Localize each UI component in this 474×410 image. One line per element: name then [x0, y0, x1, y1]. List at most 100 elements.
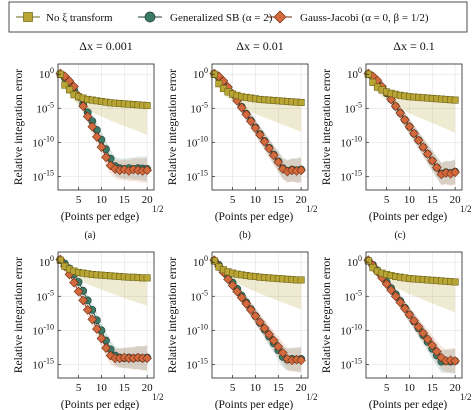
- series-band: [60, 256, 148, 371]
- data-point: [259, 323, 270, 334]
- x-tick-label: 20: [296, 382, 308, 394]
- data-point: [78, 295, 88, 306]
- data-point: [395, 297, 406, 308]
- x-tick-label: 5: [384, 194, 390, 206]
- series-band: [368, 258, 456, 313]
- data-point: [400, 115, 410, 125]
- y-tick-label: 10-10: [186, 322, 208, 337]
- x-tick-label: 10: [96, 194, 108, 206]
- data-point: [436, 352, 447, 363]
- x-axis-label-exponent: 1/2: [460, 204, 472, 214]
- y-tick-label: 10-5: [36, 100, 54, 115]
- x-tick-label: 15: [119, 194, 131, 206]
- legend-label-generalized-sb: Generalized SB (α = 2): [170, 12, 273, 24]
- data-point: [250, 123, 261, 133]
- x-tick-label: 10: [250, 382, 262, 394]
- panel-title: Δx = 0.1: [393, 39, 434, 53]
- y-tick-label: 10-10: [32, 322, 54, 337]
- legend-label-gauss-jacobi: Gauss-Jacobi (α = 0, β = 1/2): [300, 12, 429, 24]
- y-tick-label: 100: [347, 66, 362, 81]
- legend-box: [8, 1, 468, 33]
- series-band: [214, 258, 302, 310]
- data-point: [69, 81, 79, 92]
- y-tick-label: 100: [193, 66, 208, 81]
- data-point: [268, 335, 279, 346]
- axes-frame: [57, 63, 155, 191]
- x-tick-label: 15: [427, 382, 439, 394]
- data-point: [143, 274, 151, 282]
- panel-0: 100 10-5 10-10 10-15 5 10 15 20(Points per edge…: [13, 39, 164, 223]
- y-tick-label: 10-10: [32, 134, 54, 149]
- data-point: [432, 162, 442, 173]
- data-point: [96, 333, 107, 344]
- y-tick-label: 100: [193, 254, 208, 269]
- x-axis-label: (Points per edge): [215, 211, 294, 223]
- data-point: [241, 109, 252, 120]
- data-point: [255, 130, 265, 140]
- x-tick-label: 15: [427, 194, 439, 206]
- data-point: [395, 108, 406, 118]
- x-axis-label: (Points per edge): [369, 211, 448, 223]
- data-point: [246, 305, 256, 315]
- data-point: [82, 305, 93, 315]
- data-point: [404, 121, 415, 132]
- y-axis-label: Relative integration error: [321, 69, 333, 185]
- x-tick-label: 20: [142, 194, 154, 206]
- data-point: [223, 274, 233, 285]
- legend: No ξ transform Generalized SB (α = 2) Ga…: [8, 1, 468, 33]
- data-point: [273, 341, 284, 352]
- panel-3: 100 10-5 10-10 10-15 5 10 15 20(Points per edge…: [13, 251, 164, 410]
- data-point: [246, 116, 256, 127]
- legend-marker-square: [23, 12, 33, 22]
- data-point: [273, 157, 284, 167]
- data-point: [451, 96, 459, 104]
- y-tick-label: 10-5: [190, 288, 208, 303]
- y-tick-label: 10-15: [32, 168, 54, 183]
- data-point: [78, 101, 88, 112]
- panel-caption-a: (a): [84, 230, 95, 241]
- data-point: [369, 78, 377, 86]
- data-point: [450, 167, 460, 178]
- series-band: [60, 258, 148, 306]
- x-tick-label: 20: [142, 382, 154, 394]
- x-axis-label-exponent: 1/2: [152, 204, 164, 214]
- data-point: [418, 142, 428, 152]
- axes-frame: [365, 63, 463, 191]
- panel-caption-c: (c): [394, 230, 405, 241]
- data-point: [255, 317, 265, 327]
- data-point: [427, 155, 438, 166]
- panel-1: 100 10-5 10-10 10-15 5 10 15 20(Points per edge…: [167, 39, 318, 223]
- data-point: [427, 340, 438, 351]
- data-point: [296, 355, 306, 366]
- panel-title: Δx = 0.01: [236, 39, 283, 53]
- panel-title: Δx = 0.001: [79, 39, 132, 53]
- x-axis-label: (Points per edge): [61, 399, 140, 410]
- data-point: [250, 311, 261, 321]
- panel-caption-b: (b): [239, 230, 251, 241]
- legend-marker-diamond: [273, 10, 287, 24]
- data-point: [422, 149, 433, 159]
- x-tick-label: 5: [76, 382, 82, 394]
- y-tick-label: 10-5: [344, 100, 362, 115]
- data-point: [96, 142, 107, 152]
- x-axis-label-exponent: 1/2: [306, 204, 318, 214]
- data-point: [232, 286, 242, 297]
- legend-marker-circle: [144, 11, 156, 23]
- data-point: [142, 353, 152, 364]
- x-axis-label: (Points per edge): [369, 399, 448, 410]
- x-tick-label: 10: [96, 382, 108, 394]
- axes-frame: [57, 251, 155, 379]
- data-point: [390, 291, 401, 302]
- y-axis-label: Relative integration error: [13, 69, 25, 185]
- data-point: [142, 165, 152, 176]
- data-point: [400, 303, 410, 314]
- data-point: [432, 346, 442, 357]
- data-point: [143, 102, 151, 110]
- x-tick-label: 15: [273, 382, 285, 394]
- data-point: [296, 165, 306, 176]
- data-point: [413, 322, 424, 332]
- panel-4: 100 10-5 10-10 10-15 5 10 15 20(Points per edge…: [167, 251, 318, 410]
- data-point: [227, 280, 238, 291]
- x-tick-label: 5: [384, 382, 390, 394]
